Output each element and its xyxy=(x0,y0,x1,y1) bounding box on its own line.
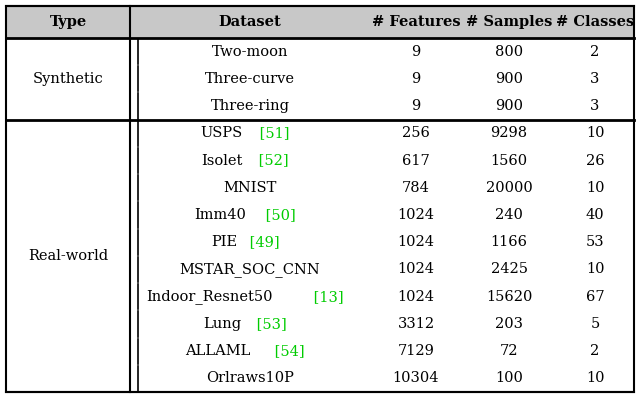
Text: [13]: [13] xyxy=(309,290,344,304)
Text: 9: 9 xyxy=(412,72,420,86)
Text: 1024: 1024 xyxy=(397,208,435,222)
Text: MNIST: MNIST xyxy=(223,181,276,195)
Text: Two-moon: Two-moon xyxy=(212,45,288,59)
Text: 2425: 2425 xyxy=(490,262,527,277)
Text: # Features: # Features xyxy=(372,15,460,29)
Text: 3: 3 xyxy=(590,99,600,113)
Text: [49]: [49] xyxy=(244,235,279,249)
Text: Type: Type xyxy=(49,15,86,29)
Text: 2: 2 xyxy=(590,344,600,358)
Text: Orlraws10P: Orlraws10P xyxy=(206,371,294,385)
Text: Three-curve: Three-curve xyxy=(205,72,295,86)
Text: 100: 100 xyxy=(495,371,523,385)
Text: Lung: Lung xyxy=(203,317,241,331)
Text: 10304: 10304 xyxy=(393,371,439,385)
Text: [50]: [50] xyxy=(261,208,296,222)
Text: 1024: 1024 xyxy=(397,262,435,277)
Text: MSTAR_SOC_CNN: MSTAR_SOC_CNN xyxy=(180,262,321,277)
Text: 203: 203 xyxy=(495,317,523,331)
Text: 784: 784 xyxy=(402,181,430,195)
Text: 256: 256 xyxy=(402,126,430,140)
Text: 9: 9 xyxy=(412,99,420,113)
Text: [54]: [54] xyxy=(270,344,305,358)
Text: Indoor_Resnet50: Indoor_Resnet50 xyxy=(146,289,273,304)
Text: 10: 10 xyxy=(586,181,604,195)
Text: 1024: 1024 xyxy=(397,290,435,304)
Text: 67: 67 xyxy=(586,290,604,304)
Text: 3312: 3312 xyxy=(397,317,435,331)
Text: 3: 3 xyxy=(590,72,600,86)
Text: [52]: [52] xyxy=(254,154,289,168)
Text: # Samples: # Samples xyxy=(466,15,552,29)
Text: 10: 10 xyxy=(586,262,604,277)
Text: Isolet: Isolet xyxy=(201,154,243,168)
Text: [51]: [51] xyxy=(255,126,289,140)
Text: 9: 9 xyxy=(412,45,420,59)
Text: 800: 800 xyxy=(495,45,523,59)
Text: 2: 2 xyxy=(590,45,600,59)
Text: 900: 900 xyxy=(495,99,523,113)
Text: 1024: 1024 xyxy=(397,235,435,249)
Text: 5: 5 xyxy=(590,317,600,331)
Text: Three-ring: Three-ring xyxy=(211,99,289,113)
Text: 10: 10 xyxy=(586,126,604,140)
Text: Dataset: Dataset xyxy=(219,15,282,29)
Text: 20000: 20000 xyxy=(486,181,532,195)
Text: [53]: [53] xyxy=(252,317,287,331)
Text: 1166: 1166 xyxy=(490,235,527,249)
Text: 1560: 1560 xyxy=(490,154,527,168)
Text: Synthetic: Synthetic xyxy=(33,72,104,86)
Text: 240: 240 xyxy=(495,208,523,222)
Text: 72: 72 xyxy=(500,344,518,358)
Text: 53: 53 xyxy=(586,235,604,249)
Text: # Classes: # Classes xyxy=(556,15,634,29)
Text: 15620: 15620 xyxy=(486,290,532,304)
Text: 40: 40 xyxy=(586,208,604,222)
Text: 7129: 7129 xyxy=(397,344,435,358)
Text: 26: 26 xyxy=(586,154,604,168)
Text: 10: 10 xyxy=(586,371,604,385)
Text: ALLAML: ALLAML xyxy=(186,344,251,358)
Text: Imm40: Imm40 xyxy=(194,208,246,222)
Text: 617: 617 xyxy=(402,154,430,168)
Text: Real-world: Real-world xyxy=(28,249,108,263)
Text: PIE: PIE xyxy=(211,235,237,249)
Text: 900: 900 xyxy=(495,72,523,86)
Text: 9298: 9298 xyxy=(490,126,527,140)
Text: USPS: USPS xyxy=(200,126,243,140)
Bar xyxy=(6,6,634,38)
